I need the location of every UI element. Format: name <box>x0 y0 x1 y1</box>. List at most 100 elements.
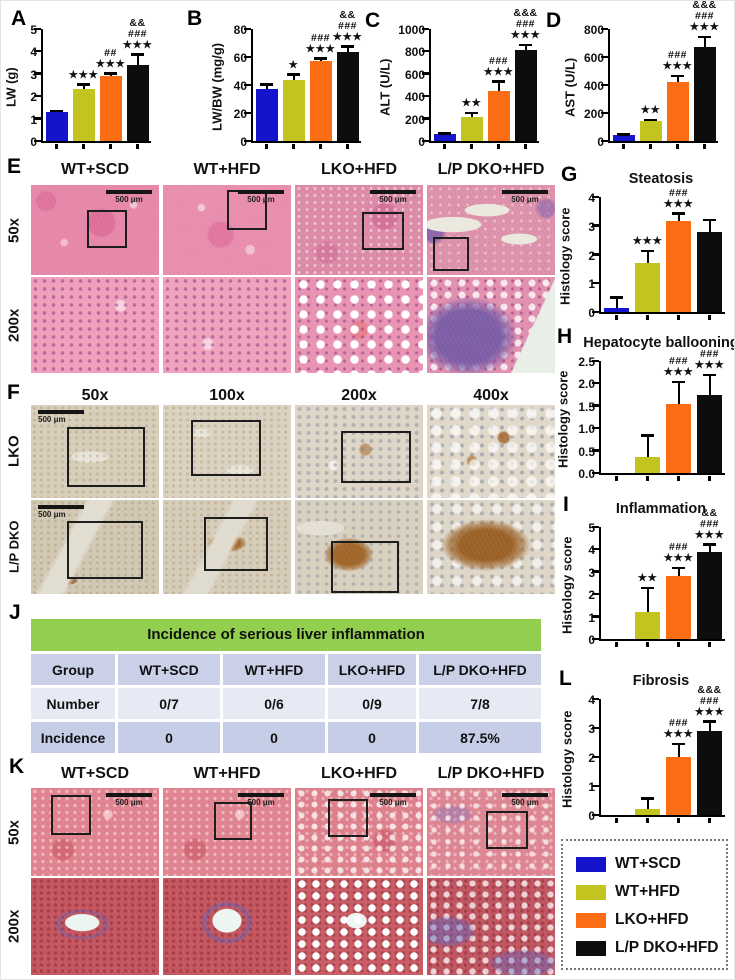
error-bar-cap <box>641 249 654 253</box>
bar-l-p-dko-hfd <box>697 730 722 815</box>
chart-fibrosis: Fibrosis Histology score 0 1 2 3 4 ### ★★★ &&& ###… <box>559 673 725 823</box>
y-tick-mark <box>592 449 599 452</box>
error-bar-cap <box>703 373 716 377</box>
panel-letter-e: E <box>7 155 22 178</box>
bar-wt-hfd <box>635 809 660 815</box>
annotation-line: && <box>129 16 146 29</box>
chart-plot-area: ★★ ### ★★★ &&& ### ★★★ <box>601 1 719 149</box>
annotation-line: &&& <box>692 0 717 11</box>
chart-title: Steatosis <box>628 171 694 187</box>
x-tick-mark <box>676 144 679 149</box>
chart-alt: ALT (U/L) 0 200 400 600 800 1000 ★★ ### ★★★ &&& ###… <box>377 8 540 149</box>
f-row-label-lko: LKO <box>5 435 23 468</box>
chart-body: LW/BW (mg/g) 0 20 40 60 80 ★ ### ★★★ && ### ★★★ <box>209 9 363 149</box>
x-tick-mark <box>708 818 711 823</box>
f-col-header: 400x <box>473 387 509 404</box>
chart-body: Histology score 0 1 2 3 4 ★★★ ### ★★★ <box>557 187 725 320</box>
table-cell: WT+HFD <box>223 654 325 685</box>
y-tick-mark <box>592 615 599 618</box>
annotation-line: ### <box>699 517 720 530</box>
f-row-label-dko: L/P DKO <box>6 520 22 574</box>
error-bar-cap <box>104 72 117 75</box>
legend-swatch-dko-hfd <box>576 940 606 956</box>
chart-body: Histology score 0 1 2 3 4 5 ★★ ### ★★★ && ### ★★★ <box>559 507 725 647</box>
y-tick-label: 0 <box>588 306 595 320</box>
y-tick-mark <box>601 111 608 114</box>
y-tick-mark <box>601 55 608 58</box>
x-tick-mark <box>82 144 85 149</box>
y-tick-mark <box>244 55 251 58</box>
annotation-line: ### <box>515 18 536 31</box>
y-tick-mark <box>592 570 599 573</box>
significance-annotation: && ### ★★★ <box>106 16 170 51</box>
bar-wt-scd <box>433 134 456 141</box>
error-bar-cap <box>519 43 532 47</box>
table-row-group: Group WT+SCD WT+HFD LKO+HFD L/P DKO+HFD <box>31 654 541 685</box>
y-tick-mark <box>592 381 599 385</box>
error-bar-cap <box>617 133 630 136</box>
error-bar <box>676 75 679 83</box>
y-tick-mark <box>592 697 599 700</box>
annotation-line: ★★★ <box>332 30 363 43</box>
y-tick-mark <box>34 139 41 142</box>
panel-letter-k: K <box>9 755 25 778</box>
f-dko-50x-image: 500 μm <box>31 500 159 594</box>
legend-label: L/P DKO+HFD <box>615 939 719 956</box>
bar-l-p-dko-hfd <box>514 50 537 141</box>
table-row-number: Number 0/7 0/6 0/9 7/8 <box>31 688 541 719</box>
x-tick-mark <box>615 818 618 823</box>
y-tick-label: 1.5 <box>578 399 595 414</box>
annotation-line: ★★★ <box>663 197 694 210</box>
x-tick-mark <box>649 144 652 149</box>
f-dko-100x-image <box>163 500 291 594</box>
error-bar <box>677 567 680 577</box>
bar-wt-hfd <box>72 89 95 141</box>
e-col-header: L/P DKO+HFD <box>437 161 545 178</box>
e-row-label-200x: 200x <box>5 308 23 342</box>
bar-lko-hfd <box>666 576 691 639</box>
bar-lko-hfd <box>309 61 332 141</box>
f-lko-100x-image <box>163 405 291 498</box>
y-tick-label: 0 <box>597 135 604 149</box>
annotation-line: ★★★ <box>694 359 725 372</box>
y-tick-mark <box>244 111 251 114</box>
annotation-line: ★★ <box>640 104 661 117</box>
annotation-line: ★★ <box>637 572 658 585</box>
error-bar-cap <box>703 720 716 723</box>
error-bar <box>524 44 527 51</box>
error-bar-cap <box>438 132 451 135</box>
error-bar <box>292 73 295 81</box>
f-lko-50x-image: 500 μm <box>31 405 159 498</box>
bar-wt-hfd <box>635 263 660 312</box>
k-wt-scd-200x-image <box>31 878 159 975</box>
y-tick-label: 3 <box>588 565 595 580</box>
panel-letter-b: B <box>187 7 203 30</box>
x-tick-mark <box>265 144 268 149</box>
error-bar <box>136 53 139 65</box>
error-bar <box>470 112 473 118</box>
x-tick-mark <box>497 144 500 149</box>
annotation-line: ★★★ <box>632 235 663 248</box>
error-bar <box>677 743 680 757</box>
inset-box <box>485 810 528 849</box>
annotation-line: ### <box>699 348 720 361</box>
k-dko-hfd-200x-image <box>427 878 555 975</box>
annotation-line: ### <box>488 54 509 67</box>
error-bar-cap <box>671 74 684 78</box>
table-cell: 0/6 <box>223 688 325 719</box>
annotation-line: ★★★ <box>663 728 694 741</box>
y-tick-mark <box>592 813 599 816</box>
significance-annotation: ### ★★★ <box>646 50 710 72</box>
y-tick-label: 0 <box>588 809 595 823</box>
y-axis-ticks: 0 1 2 3 4 5 <box>19 23 41 149</box>
annotation-line: ### <box>668 717 689 730</box>
k-dko-hfd-50x-image: 500 μm <box>427 788 555 876</box>
annotation-line: ### <box>127 27 148 40</box>
y-tick-label: 2 <box>588 751 595 765</box>
y-tick-label: 4 <box>588 191 595 205</box>
e-lko-hfd-50x-image: 500 μm <box>295 185 423 275</box>
table-cell: Number <box>31 688 115 719</box>
panel-letter-h: H <box>557 325 573 348</box>
error-bar-cap <box>77 83 90 86</box>
y-tick-label: 400 <box>583 79 604 93</box>
